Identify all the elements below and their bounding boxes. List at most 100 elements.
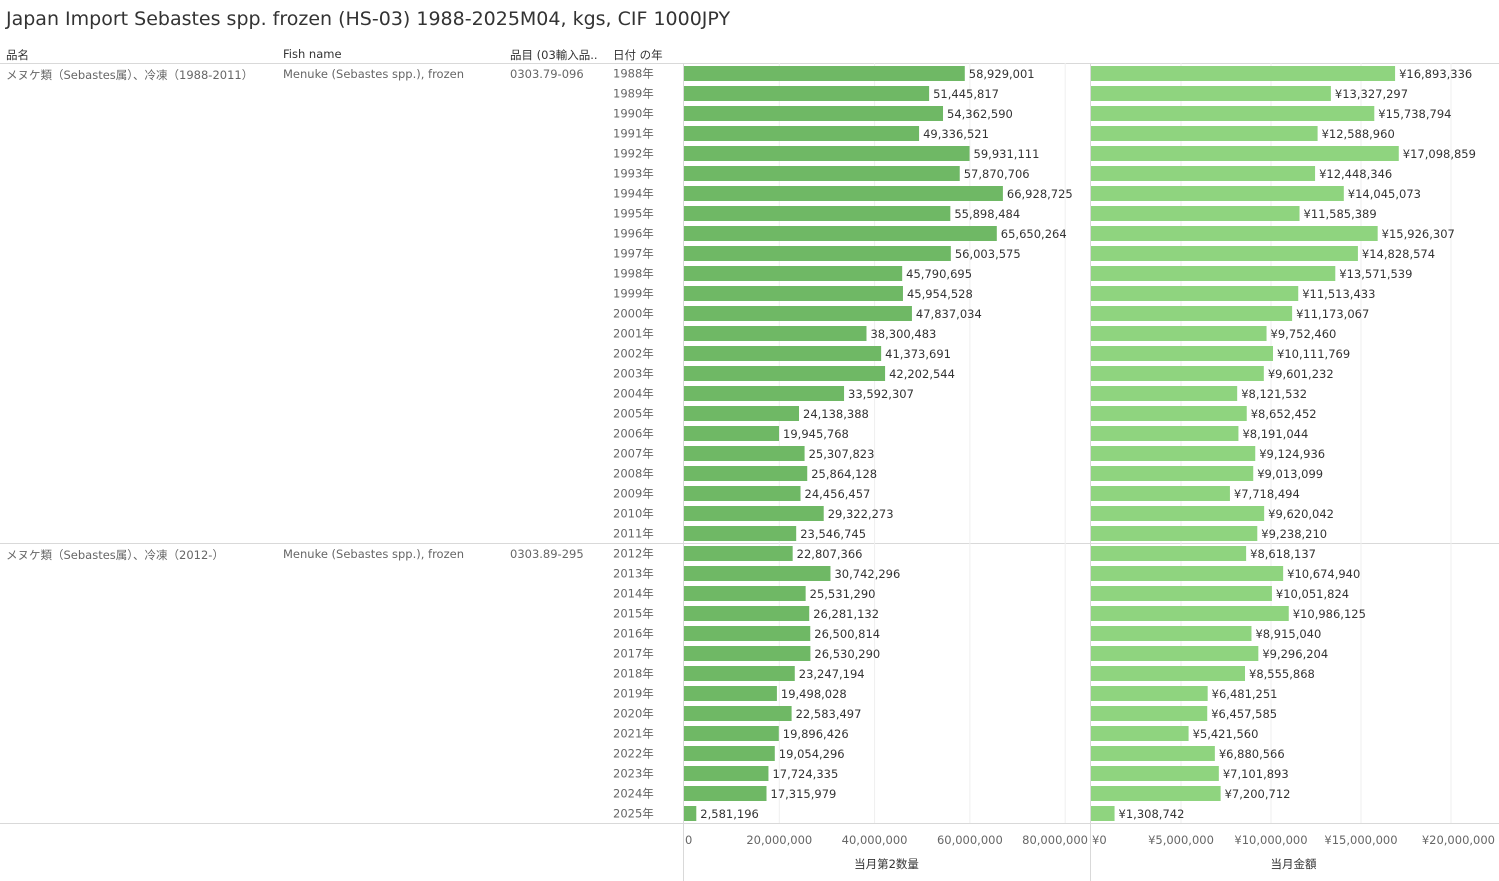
data-label: ¥15,926,307: [1382, 227, 1455, 241]
data-label: ¥6,880,566: [1219, 747, 1285, 761]
bar: [684, 506, 824, 521]
bar: [684, 746, 775, 761]
bar: [1091, 466, 1254, 481]
year-label: 2007年: [613, 447, 654, 461]
bar: [684, 586, 806, 601]
data-label: 23,247,194: [799, 667, 865, 681]
year-label: 2024年: [613, 787, 654, 801]
bar: [684, 306, 912, 321]
bar: [1091, 226, 1378, 241]
year-label: 2004年: [613, 387, 654, 401]
bar: [684, 426, 780, 441]
year-label: 2011年: [613, 527, 654, 541]
bar: [684, 566, 831, 581]
data-label: ¥9,124,936: [1259, 447, 1325, 461]
tick-label: ¥20,000,000: [1422, 833, 1495, 847]
data-label: 51,445,817: [933, 87, 999, 101]
column-header-hs-code[interactable]: 品目 (03輸入品..: [510, 48, 598, 62]
data-label: ¥11,513,433: [1302, 287, 1375, 301]
group-2-fish-name: Menuke (Sebastes spp.), frozen: [283, 547, 464, 561]
bar: [684, 546, 793, 561]
bar: [1091, 606, 1289, 621]
data-label: ¥11,173,067: [1296, 307, 1369, 321]
header-divider: [0, 63, 1499, 64]
bar: [684, 686, 777, 701]
data-label: 41,373,691: [885, 347, 951, 361]
data-label: ¥15,738,794: [1378, 107, 1451, 121]
year-label: 2019年: [613, 687, 654, 701]
bar: [684, 606, 810, 621]
year-label: 2010年: [613, 507, 654, 521]
data-label: 65,650,264: [1001, 227, 1067, 241]
year-label: 2000年: [613, 307, 654, 321]
tick-label: ¥5,000,000: [1148, 833, 1214, 847]
bar: [1091, 786, 1221, 801]
data-label: 25,864,128: [811, 467, 877, 481]
bar: [1091, 126, 1318, 141]
data-label: 19,054,296: [779, 747, 845, 761]
data-label: ¥9,013,099: [1257, 467, 1323, 481]
year-label: 2018年: [613, 667, 654, 681]
data-label: ¥10,674,940: [1287, 567, 1360, 581]
year-label: 1994年: [613, 187, 654, 201]
data-label: ¥1,308,742: [1119, 807, 1185, 821]
bar: [684, 126, 920, 141]
data-label: ¥8,555,868: [1249, 667, 1315, 681]
year-label: 1996年: [613, 227, 654, 241]
data-label: 23,546,745: [800, 527, 866, 541]
data-label: 38,300,483: [870, 327, 936, 341]
bar: [1091, 426, 1239, 441]
data-label: 25,531,290: [810, 587, 876, 601]
data-label: ¥9,238,210: [1261, 527, 1327, 541]
bar: [684, 266, 903, 281]
bar: [684, 146, 970, 161]
data-label: ¥14,045,073: [1348, 187, 1421, 201]
group-2-hs-code: 0303.89-295: [510, 547, 584, 561]
data-label: ¥9,601,232: [1268, 367, 1334, 381]
bar: [684, 106, 944, 121]
data-label: 2,581,196: [700, 807, 759, 821]
data-label: ¥16,893,336: [1399, 67, 1472, 81]
data-label: ¥14,828,574: [1362, 247, 1435, 261]
data-label: 22,583,497: [796, 707, 862, 721]
data-label: 25,307,823: [809, 447, 875, 461]
data-label: ¥9,752,460: [1271, 327, 1337, 341]
data-label: ¥8,915,040: [1255, 627, 1321, 641]
data-label: 19,945,768: [783, 427, 849, 441]
bar: [1091, 366, 1264, 381]
bar: [1091, 106, 1375, 121]
data-label: 30,742,296: [834, 567, 900, 581]
bar: [1091, 146, 1399, 161]
data-label: 58,929,001: [969, 67, 1035, 81]
data-label: 49,336,521: [923, 127, 989, 141]
bar: [684, 206, 951, 221]
axis-divider: [0, 823, 1499, 824]
bar: [684, 86, 930, 101]
bar: [1091, 286, 1299, 301]
bar: [1091, 546, 1247, 561]
data-label: ¥6,457,585: [1211, 707, 1277, 721]
column-header-item-name[interactable]: 品名: [6, 48, 29, 62]
year-label: 1993年: [613, 167, 654, 181]
bar: [684, 286, 903, 301]
year-label: 1997年: [613, 247, 654, 261]
axis-title: 当月金額: [1271, 857, 1317, 871]
column-header-year[interactable]: 日付 の年: [613, 48, 663, 62]
bar: [684, 66, 965, 81]
bar: [684, 166, 960, 181]
data-label: ¥8,618,137: [1250, 547, 1316, 561]
group-2-item-name: メヌケ類（Sebastes属）、冷凍（2012-）: [6, 548, 224, 562]
bar: [1091, 586, 1272, 601]
bar: [1091, 186, 1344, 201]
bar: [1091, 526, 1258, 541]
year-label: 1999年: [613, 287, 654, 301]
data-label: 19,896,426: [783, 727, 849, 741]
bar: [1091, 266, 1336, 281]
data-label: 22,807,366: [797, 547, 863, 561]
bar: [1091, 66, 1396, 81]
group-1-item-name: メヌケ類（Sebastes属）、冷凍（1988-2011）: [6, 68, 254, 82]
data-label: 57,870,706: [964, 167, 1030, 181]
bar: [1091, 746, 1215, 761]
data-label: ¥10,986,125: [1293, 607, 1366, 621]
column-header-fish-name[interactable]: Fish name: [283, 47, 342, 61]
